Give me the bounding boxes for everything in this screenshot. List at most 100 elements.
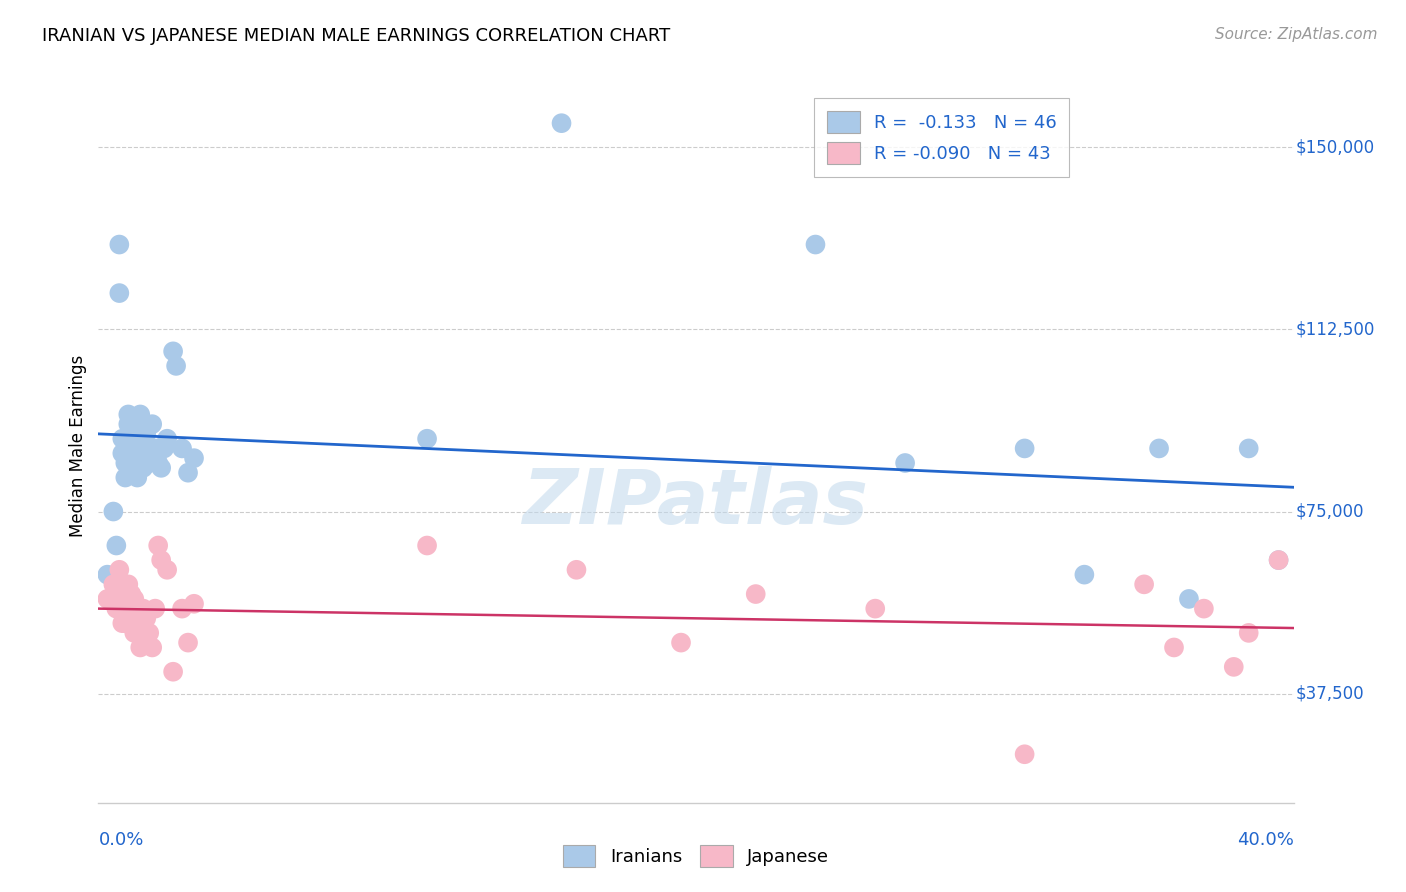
Text: $37,500: $37,500 — [1296, 684, 1365, 703]
Point — [114, 456, 136, 470]
Point — [1267, 553, 1289, 567]
Point — [1237, 442, 1260, 456]
Point — [143, 442, 166, 456]
Point — [1178, 591, 1201, 606]
Point — [153, 442, 176, 456]
Text: $75,000: $75,000 — [1296, 502, 1364, 521]
Text: 0.0%: 0.0% — [98, 831, 143, 849]
Point — [565, 563, 588, 577]
Point — [105, 601, 128, 615]
Point — [120, 442, 142, 456]
Point — [183, 597, 205, 611]
Point — [129, 446, 152, 460]
Text: IRANIAN VS JAPANESE MEDIAN MALE EARNINGS CORRELATION CHART: IRANIAN VS JAPANESE MEDIAN MALE EARNINGS… — [42, 27, 671, 45]
Point — [108, 286, 131, 301]
Point — [150, 460, 173, 475]
Point — [138, 626, 160, 640]
Point — [865, 601, 887, 615]
Point — [124, 591, 146, 606]
Point — [1223, 660, 1246, 674]
Point — [127, 626, 149, 640]
Point — [114, 470, 136, 484]
Point — [120, 587, 142, 601]
Point — [108, 237, 131, 252]
Point — [129, 640, 152, 655]
Point — [132, 601, 155, 615]
Text: 40.0%: 40.0% — [1237, 831, 1294, 849]
Point — [162, 665, 184, 679]
Point — [1073, 567, 1095, 582]
Point — [156, 432, 179, 446]
Point — [156, 563, 179, 577]
Point — [177, 635, 200, 649]
Point — [132, 432, 155, 446]
Point — [103, 504, 125, 518]
Point — [1237, 626, 1260, 640]
Point — [114, 597, 136, 611]
Point — [172, 442, 194, 456]
Point — [141, 417, 163, 432]
Text: Source: ZipAtlas.com: Source: ZipAtlas.com — [1215, 27, 1378, 42]
Point — [127, 436, 149, 450]
Point — [1192, 601, 1215, 615]
Point — [745, 587, 768, 601]
Point — [124, 442, 146, 456]
Point — [111, 587, 134, 601]
Point — [127, 456, 149, 470]
Point — [416, 539, 439, 553]
Point — [111, 432, 134, 446]
Y-axis label: Median Male Earnings: Median Male Earnings — [69, 355, 87, 537]
Point — [148, 456, 170, 470]
Point — [1147, 442, 1170, 456]
Text: ZIPatlas: ZIPatlas — [523, 467, 869, 540]
Point — [416, 432, 439, 446]
Point — [148, 539, 170, 553]
Point — [894, 456, 917, 470]
Legend: Iranians, Japanese: Iranians, Japanese — [550, 832, 842, 880]
Point — [124, 626, 146, 640]
Point — [127, 601, 149, 615]
Point — [120, 611, 142, 625]
Point — [135, 446, 157, 460]
Point — [120, 432, 142, 446]
Point — [1014, 747, 1036, 762]
Point — [105, 539, 128, 553]
Point — [103, 577, 125, 591]
Text: $112,500: $112,500 — [1296, 320, 1375, 338]
Point — [96, 591, 118, 606]
Point — [117, 601, 139, 615]
Point — [804, 237, 827, 252]
Point — [129, 616, 152, 631]
Point — [141, 640, 163, 655]
Point — [135, 426, 157, 441]
Point — [162, 344, 184, 359]
Text: $150,000: $150,000 — [1296, 138, 1375, 156]
Point — [135, 611, 157, 625]
Point — [550, 116, 572, 130]
Point — [143, 601, 166, 615]
Point — [1163, 640, 1185, 655]
Point — [108, 563, 131, 577]
Point — [96, 567, 118, 582]
Point — [111, 616, 134, 631]
Point — [1014, 442, 1036, 456]
Point — [165, 359, 187, 373]
Point — [124, 422, 146, 436]
Point — [183, 451, 205, 466]
Point — [132, 635, 155, 649]
Point — [117, 417, 139, 432]
Point — [138, 456, 160, 470]
Point — [111, 446, 134, 460]
Point — [150, 553, 173, 567]
Point — [132, 460, 155, 475]
Point — [1133, 577, 1156, 591]
Point — [669, 635, 692, 649]
Point — [172, 601, 194, 615]
Point — [127, 470, 149, 484]
Point — [1267, 553, 1289, 567]
Point — [117, 577, 139, 591]
Point — [117, 408, 139, 422]
Point — [129, 408, 152, 422]
Point — [114, 616, 136, 631]
Point — [177, 466, 200, 480]
